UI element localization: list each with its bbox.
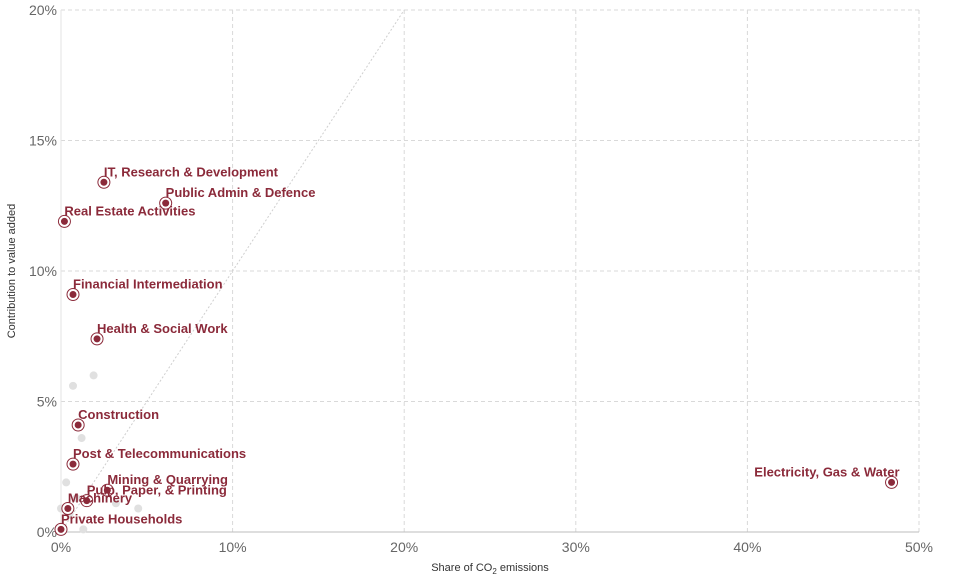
grid [60,9,920,532]
point-dot [93,335,101,343]
x-axis-title-suffix: emissions [497,562,549,574]
background-point [134,504,143,513]
point-label: Real Estate Activities [64,203,195,218]
x-tick-label: 30% [562,539,590,555]
y-tick-labels: 0% 5% 10% 15% 20% [29,2,57,540]
point-dot [69,460,77,468]
point-dot [83,497,91,505]
background-point [89,371,98,380]
y-tick-label: 15% [29,133,57,149]
highlighted-point [71,418,85,432]
point-label: Financial Intermediation [73,276,223,291]
background-point [69,381,78,390]
point-label: Health & Social Work [97,321,228,336]
background-point [111,499,120,508]
background-point [72,494,81,503]
x-tick-label: 40% [733,539,761,555]
point-dot [57,525,65,533]
x-tick-label: 10% [219,539,247,555]
point-dot [69,290,77,298]
x-axis-title: Share of CO2 emissions [431,562,549,574]
point-dot [64,505,72,513]
highlighted-point [97,175,111,189]
point-dot [60,217,68,225]
point-label: Electricity, Gas & Water [754,464,899,479]
highlighted-point [54,522,68,536]
y-axis-title: Contribution to value added [6,204,18,339]
y-tick-label: 20% [29,2,57,18]
point-label: Pulp, Paper, & Printing [87,483,227,498]
x-tick-label: 20% [390,539,418,555]
point-label: Construction [78,407,159,422]
y-tick-label: 0% [37,524,57,540]
highlighted-point [66,457,80,471]
point-label: Public Admin & Defence [166,185,316,200]
point-labels: IT, Research & Development Public Admin &… [61,164,900,526]
highlighted-point [80,494,94,508]
highlighted-point [159,196,173,210]
point-dot [162,199,170,207]
point-label: Mining & Quarrying [107,472,228,487]
background-point [79,525,88,534]
point-label: Machinery [68,491,133,506]
highlighted-point [90,332,104,346]
x-tick-label: 0% [51,539,71,555]
highlighted-point [66,287,80,301]
highlighted-point [57,214,71,228]
background-point [77,434,86,443]
highlighted-point [885,475,899,489]
reference-line [60,9,405,533]
point-dot [888,478,896,486]
background-point [62,478,71,487]
x-axis-title-subscript: 2 [492,567,497,574]
highlighted-point [61,502,75,516]
x-axis-title-prefix: Share of CO [431,562,493,574]
point-dot [103,486,111,494]
y-tick-label: 10% [29,263,57,279]
y-tick-label: 5% [37,394,57,410]
point-label: Private Households [61,511,182,526]
highlighted-point [100,483,114,497]
x-tick-label: 50% [905,539,933,555]
point-dot [74,421,82,429]
point-dot [100,178,108,186]
x-tick-labels: 0% 10% 20% 30% 40% 50% [51,539,933,555]
highlighted-points [54,175,899,536]
point-label: Post & Telecommunications [73,446,246,461]
point-label: IT, Research & Development [104,164,279,179]
